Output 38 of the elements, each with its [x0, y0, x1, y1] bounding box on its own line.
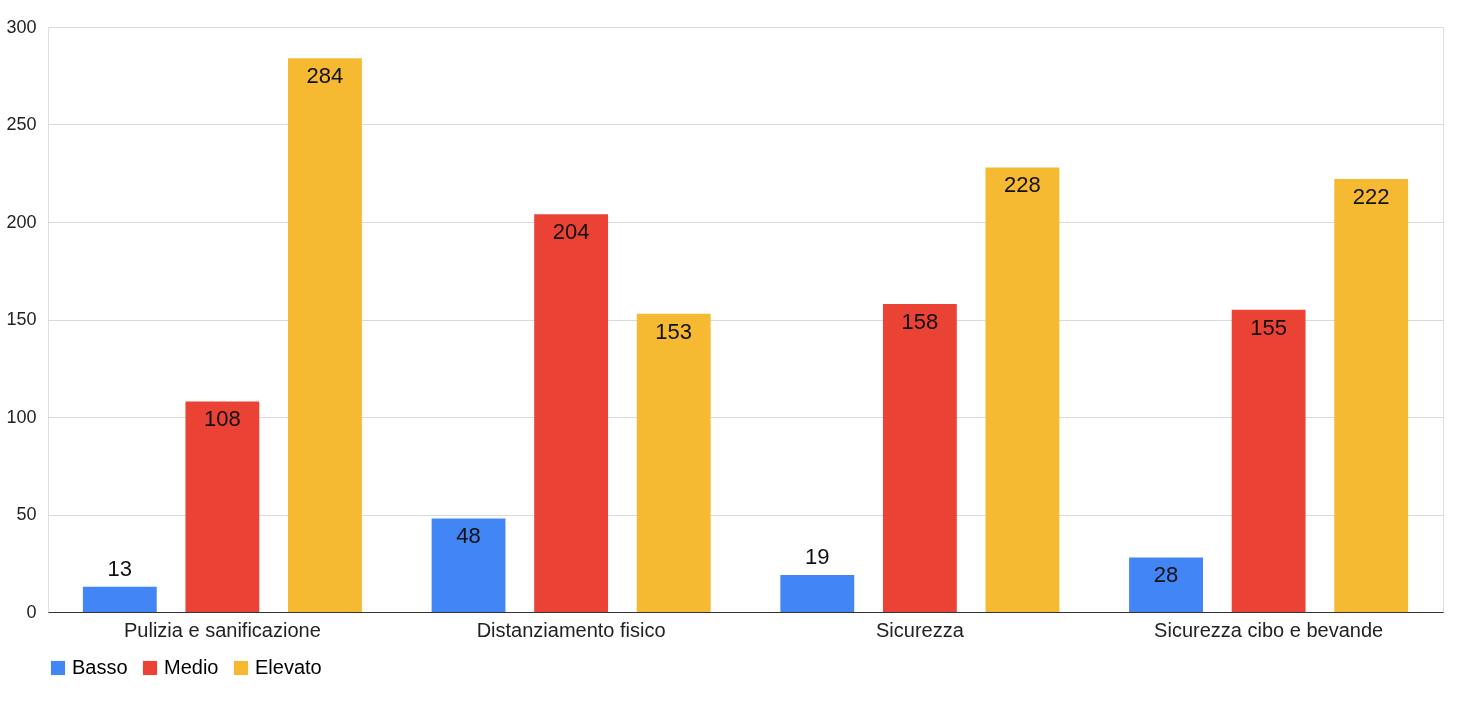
y-tick-label: 300 — [6, 16, 37, 37]
data-label: 19 — [805, 543, 830, 569]
data-label: 155 — [1250, 314, 1287, 340]
bar — [1231, 309, 1306, 612]
bar — [1334, 179, 1409, 612]
bar — [882, 303, 957, 612]
data-label: 153 — [655, 318, 693, 344]
data-label: 222 — [1352, 184, 1390, 210]
legend-label: Basso — [72, 656, 128, 678]
y-tick-label: 250 — [6, 114, 37, 134]
data-label: 13 — [107, 555, 133, 581]
data-label: 158 — [901, 308, 939, 334]
x-tick-label: Distanziamento fisico — [476, 618, 666, 641]
bar — [431, 518, 506, 612]
data-label: 28 — [1153, 562, 1179, 588]
data-label: 228 — [1004, 172, 1041, 198]
bar — [534, 214, 609, 612]
data-label: 204 — [552, 219, 590, 245]
x-tick-label: Sicurezza cibo e bevande — [1154, 618, 1384, 641]
y-tick-label: 50 — [16, 504, 37, 524]
x-tick-label: Sicurezza — [875, 618, 965, 641]
x-tick-label: Pulizia e sanificazione — [123, 618, 321, 641]
bar — [780, 574, 855, 612]
legend-label: Medio — [164, 656, 219, 678]
bar — [985, 167, 1060, 612]
bar — [288, 58, 362, 612]
bar — [185, 401, 260, 612]
data-label: 48 — [456, 523, 481, 549]
bar — [636, 313, 711, 612]
legend-label: Elevato — [255, 656, 322, 678]
data-label: 284 — [306, 63, 344, 89]
data-label: 108 — [204, 406, 241, 432]
bar — [1129, 557, 1203, 612]
y-tick-label: 0 — [26, 601, 37, 622]
y-tick-label: 200 — [6, 211, 37, 232]
bar — [82, 586, 157, 612]
y-tick-label: 150 — [6, 309, 37, 329]
y-tick-label: 100 — [6, 406, 37, 427]
